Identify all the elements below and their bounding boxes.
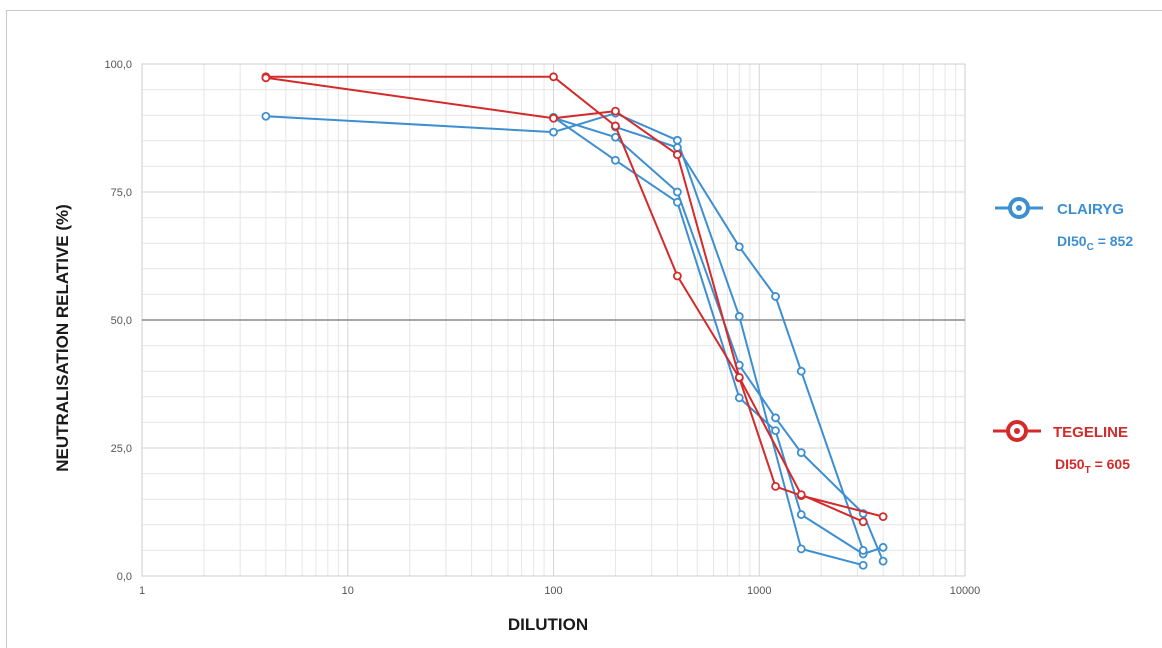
legend-clairyg-label: CLAIRYG bbox=[1057, 201, 1124, 218]
series-clairyg-2 bbox=[549, 112, 888, 559]
data-point bbox=[611, 155, 620, 165]
legend-tegeline-di50-prefix: DI50 bbox=[1055, 456, 1085, 472]
data-point bbox=[734, 393, 744, 403]
data-point bbox=[771, 292, 780, 301]
x-tick-label: 10 bbox=[342, 585, 354, 597]
data-point bbox=[771, 426, 780, 435]
y-tick-label: 75,0 bbox=[111, 187, 132, 199]
data-point bbox=[796, 490, 806, 499]
data-point bbox=[796, 510, 806, 519]
y-tick-label: 100,0 bbox=[104, 59, 132, 71]
legend-clairyg-di50-value: = 852 bbox=[1094, 233, 1134, 249]
series-clairyg-3 bbox=[611, 122, 868, 555]
legend-tegeline-di50-value: = 605 bbox=[1091, 456, 1131, 472]
series-line bbox=[552, 116, 884, 555]
data-point bbox=[858, 560, 868, 570]
series-clairyg-0 bbox=[261, 108, 868, 570]
data-point bbox=[672, 135, 682, 145]
x-tick-label: 10000 bbox=[950, 585, 981, 597]
data-point bbox=[672, 143, 682, 152]
x-axis-ticks: 1 10 100 1000 10000 bbox=[139, 585, 980, 597]
legend-clairyg-di50: DI50C = 852 bbox=[1057, 233, 1133, 253]
data-point bbox=[672, 187, 682, 197]
data-point bbox=[611, 106, 620, 116]
legend-tegeline: TEGELINE DI50T = 605 bbox=[993, 420, 1130, 476]
series-line bbox=[265, 75, 884, 518]
data-point bbox=[549, 113, 558, 123]
series-layer bbox=[261, 72, 888, 570]
x-tick-label: 100 bbox=[544, 585, 562, 597]
legend-tegeline-di50-subscript: T bbox=[1085, 465, 1091, 476]
data-point bbox=[734, 312, 744, 321]
series-line bbox=[553, 116, 885, 562]
data-point bbox=[734, 242, 744, 252]
y-tick-label: 0,0 bbox=[117, 571, 132, 583]
series-line bbox=[615, 126, 865, 551]
x-tick-label: 1000 bbox=[747, 585, 771, 597]
legend-clairyg-di50-subscript: C bbox=[1087, 242, 1094, 253]
data-point bbox=[858, 517, 868, 527]
data-point bbox=[796, 448, 806, 458]
data-point bbox=[672, 150, 682, 160]
data-point bbox=[771, 481, 780, 491]
series-tegeline-5 bbox=[261, 73, 868, 527]
data-point bbox=[261, 73, 271, 83]
data-point bbox=[672, 271, 682, 281]
data-point bbox=[796, 544, 806, 554]
data-point bbox=[549, 72, 558, 82]
legend-clairyg-marker-center bbox=[1016, 205, 1022, 211]
data-point bbox=[858, 546, 868, 555]
data-point bbox=[672, 197, 682, 207]
y-axis-title: NEUTRALISATION RELATIVE (%) bbox=[53, 204, 72, 472]
y-tick-label: 25,0 bbox=[111, 443, 132, 455]
x-tick-label: 1 bbox=[139, 585, 145, 597]
y-tick-label: 50,0 bbox=[111, 315, 132, 327]
data-point bbox=[878, 542, 888, 552]
chart-frame bbox=[6, 10, 1162, 648]
legend-tegeline-label: TEGELINE bbox=[1053, 424, 1128, 441]
legend-clairyg: CLAIRYG DI50C = 852 bbox=[995, 197, 1133, 253]
data-point bbox=[878, 556, 888, 566]
legend-clairyg-di50-prefix: DI50 bbox=[1057, 233, 1087, 249]
data-point bbox=[261, 111, 271, 121]
y-axis-ticks: 0,0 25,0 50,0 75,0 100,0 bbox=[104, 59, 132, 583]
data-point bbox=[611, 121, 620, 131]
x-axis-title: DILUTION bbox=[508, 615, 588, 634]
data-point bbox=[878, 512, 888, 522]
series-line bbox=[265, 112, 864, 567]
legend-tegeline-marker-center bbox=[1014, 428, 1020, 434]
data-point bbox=[771, 413, 780, 423]
series-clairyg-1 bbox=[549, 113, 888, 566]
data-point bbox=[796, 366, 806, 376]
data-point bbox=[549, 127, 558, 137]
data-point bbox=[734, 372, 744, 382]
data-point bbox=[611, 132, 620, 142]
legend-tegeline-di50: DI50T = 605 bbox=[1055, 456, 1130, 476]
